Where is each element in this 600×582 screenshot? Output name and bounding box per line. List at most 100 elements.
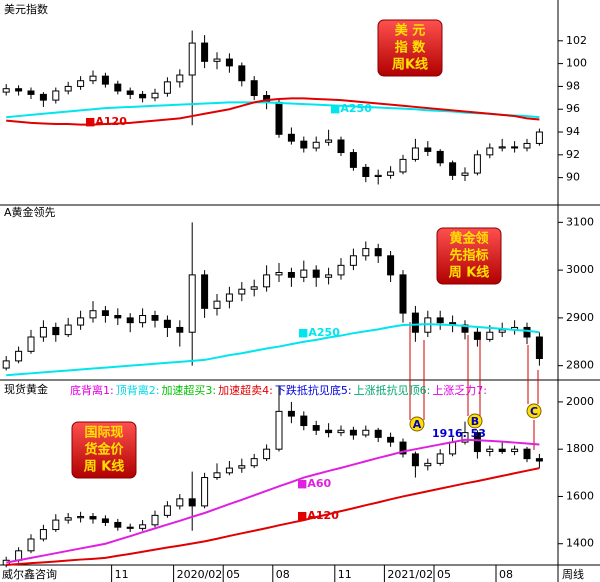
- candle-body: [399, 441, 407, 455]
- candle-body: [77, 317, 85, 326]
- candle-body: [77, 516, 85, 519]
- candle-body: [238, 288, 246, 295]
- candle-body: [436, 453, 444, 464]
- candle-body: [139, 524, 147, 529]
- candle-body: [535, 336, 543, 359]
- candle-body: [300, 415, 308, 427]
- legend-label: ■A120: [85, 115, 127, 128]
- x-tick-label: 05: [437, 568, 451, 581]
- candle-body: [163, 81, 171, 94]
- signal-marker-label: A: [413, 418, 422, 431]
- badge-text: 先指标: [449, 248, 488, 264]
- candle-body: [387, 255, 395, 276]
- ma-line: [6, 467, 540, 566]
- badge-text: 黄金领: [449, 231, 488, 247]
- candle-body: [27, 336, 35, 352]
- candle-body: [449, 162, 457, 176]
- badge-text: 货金价: [84, 442, 124, 458]
- ma-line: [6, 323, 540, 377]
- candle-body: [486, 331, 494, 340]
- candle-body: [52, 90, 60, 101]
- candle-body: [424, 147, 432, 152]
- candle-body: [176, 326, 184, 333]
- badge-text: 周 K线: [84, 459, 125, 475]
- signal-legend: 上涨抵抗见顶6:: [354, 383, 431, 397]
- signal-legend: 加速超买3:: [161, 383, 216, 397]
- candle-body: [374, 174, 382, 177]
- candle-body: [275, 101, 283, 135]
- candle-body: [126, 526, 134, 529]
- candle-body: [387, 436, 395, 443]
- legend-label: ■A250: [330, 102, 372, 115]
- candle-body: [39, 93, 47, 101]
- candle-body: [225, 58, 233, 67]
- candle-body: [176, 498, 184, 507]
- candle-body: [188, 42, 196, 76]
- candle-body: [101, 75, 109, 85]
- candle-body: [163, 505, 171, 516]
- candle-body: [473, 154, 481, 174]
- candle-body: [374, 248, 382, 257]
- ma-line: [6, 438, 540, 564]
- x-tick-label: 08: [499, 568, 513, 581]
- candle-body: [263, 448, 271, 460]
- candle-body: [287, 410, 295, 417]
- panel-title: 现货黄金: [4, 382, 48, 396]
- y-tick-label: 100: [566, 57, 587, 70]
- candle-body: [275, 272, 283, 276]
- candle-body: [15, 350, 23, 362]
- candle-body: [151, 514, 159, 526]
- badge-text: 国际现: [84, 426, 123, 441]
- candle-body: [201, 477, 209, 507]
- candle-body: [535, 458, 543, 462]
- candle-body: [337, 264, 345, 276]
- candle-body: [188, 274, 196, 333]
- y-tick-label: 96: [566, 102, 580, 115]
- y-tick-label: 94: [566, 125, 580, 138]
- candle-body: [139, 93, 147, 99]
- badge-text: 指 数: [395, 40, 427, 56]
- candle-body: [325, 274, 333, 278]
- candle-body: [399, 158, 407, 173]
- legend-label: ■A60: [297, 477, 332, 490]
- candle-body: [300, 269, 308, 278]
- badge: [377, 19, 443, 77]
- candle-body: [27, 90, 35, 95]
- signal-marker: [409, 416, 425, 432]
- legend-label: ■A120: [297, 509, 339, 522]
- source: 威尔鑫咨询: [2, 567, 57, 581]
- candle-body: [337, 429, 345, 434]
- legend-label: ■A250: [298, 326, 340, 339]
- candle-body: [2, 88, 10, 93]
- candle-body: [411, 312, 419, 333]
- candle-body: [114, 521, 122, 528]
- y-tick-label: 1800: [566, 442, 594, 455]
- signal-marker: [467, 413, 483, 429]
- ma-line: [6, 101, 540, 119]
- y-tick-label: 2000: [566, 395, 594, 408]
- y-tick-label: 2900: [566, 311, 594, 324]
- candle-body: [473, 331, 481, 340]
- candle-body: [287, 133, 295, 142]
- candle-body: [411, 453, 419, 467]
- x-tick-label: 05: [226, 568, 240, 581]
- badge-text: 周K线: [392, 57, 428, 73]
- signal-legend: 加速超卖4:: [218, 383, 273, 397]
- candle-body: [101, 310, 109, 317]
- candle-body: [349, 152, 357, 168]
- candle-body: [325, 429, 333, 434]
- y-tick-label: 3100: [566, 215, 594, 228]
- x-tick-label: 08: [276, 568, 290, 581]
- y-tick-label: 3000: [566, 263, 594, 276]
- candle-body: [461, 432, 469, 443]
- signal-marker-label: C: [530, 405, 538, 418]
- candle-body: [39, 529, 47, 540]
- y-tick-label: 2800: [566, 359, 594, 372]
- y-tick-label: 92: [566, 148, 580, 161]
- ma-line: [6, 97, 540, 126]
- badge: [71, 421, 137, 479]
- candle-body: [2, 360, 10, 369]
- candle-body: [15, 88, 23, 92]
- candle-body: [349, 429, 357, 436]
